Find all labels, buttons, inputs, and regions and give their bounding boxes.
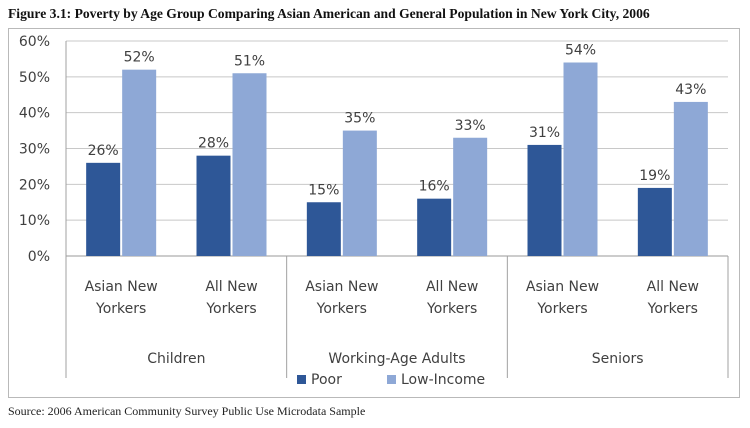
y-tick-label: 30% bbox=[19, 142, 50, 158]
legend-label: Low-Income bbox=[401, 372, 485, 388]
bar-poor bbox=[86, 162, 121, 256]
x-subcategory-label: All New bbox=[426, 279, 478, 295]
y-tick-label: 20% bbox=[19, 177, 50, 193]
x-subcategory-label: All New bbox=[205, 279, 257, 295]
x-subcategory-label: Asian New bbox=[305, 279, 378, 295]
bar-poor bbox=[527, 144, 562, 256]
data-label: 35% bbox=[344, 111, 375, 127]
x-subcategory-label: Yorkers bbox=[95, 301, 146, 317]
x-subcategory-label: Yorkers bbox=[426, 301, 477, 317]
bar-low-income bbox=[563, 62, 598, 256]
data-label: 43% bbox=[675, 82, 706, 98]
bar-poor bbox=[417, 198, 452, 256]
y-tick-label: 10% bbox=[19, 213, 50, 229]
data-label: 26% bbox=[88, 143, 119, 159]
legend-swatch-low-income bbox=[387, 375, 396, 384]
x-subcategory-label: Asian New bbox=[526, 279, 599, 295]
data-label: 28% bbox=[198, 136, 229, 152]
legend-swatch-poor bbox=[297, 375, 306, 384]
x-group-label: Children bbox=[147, 351, 205, 367]
y-tick-label: 50% bbox=[19, 70, 50, 86]
bar-low-income bbox=[673, 101, 708, 257]
x-group-label: Working-Age Adults bbox=[328, 351, 465, 367]
data-label: 15% bbox=[308, 182, 339, 198]
bar-poor bbox=[637, 187, 672, 256]
bar-chart: 0% 10% 20% 30% 40% 50% 60% 26% 52% Asian New Yorke… bbox=[19, 34, 729, 388]
x-group-label: Seniors bbox=[592, 351, 644, 367]
bar-low-income bbox=[122, 69, 157, 257]
bar-low-income bbox=[342, 130, 377, 256]
y-tick-label: 60% bbox=[19, 34, 50, 50]
data-label: 52% bbox=[124, 50, 155, 66]
x-subcategory-label: Yorkers bbox=[536, 301, 587, 317]
x-subcategory-label: Yorkers bbox=[205, 301, 256, 317]
bar-low-income bbox=[232, 73, 267, 256]
x-subcategory-label: Yorkers bbox=[647, 301, 698, 317]
y-tick-label: 40% bbox=[19, 106, 50, 122]
data-label: 33% bbox=[455, 118, 486, 134]
bar-low-income bbox=[453, 137, 488, 256]
y-tick-label: 0% bbox=[28, 249, 50, 265]
x-subcategory-label: Asian New bbox=[85, 279, 158, 295]
figure-source: Source: 2006 American Community Survey P… bbox=[8, 404, 366, 418]
x-subcategory-label: Yorkers bbox=[316, 301, 367, 317]
legend-label: Poor bbox=[311, 372, 342, 388]
bar-poor bbox=[196, 155, 231, 256]
data-label: 54% bbox=[565, 43, 596, 59]
figure-title: Figure 3.1: Poverty by Age Group Compari… bbox=[8, 6, 650, 21]
data-label: 31% bbox=[529, 125, 560, 141]
data-label: 51% bbox=[234, 53, 265, 69]
bar-poor bbox=[306, 202, 341, 256]
data-label: 16% bbox=[419, 179, 450, 195]
data-label: 19% bbox=[639, 168, 670, 184]
chart-frame bbox=[8, 28, 740, 398]
x-subcategory-label: All New bbox=[647, 279, 699, 295]
